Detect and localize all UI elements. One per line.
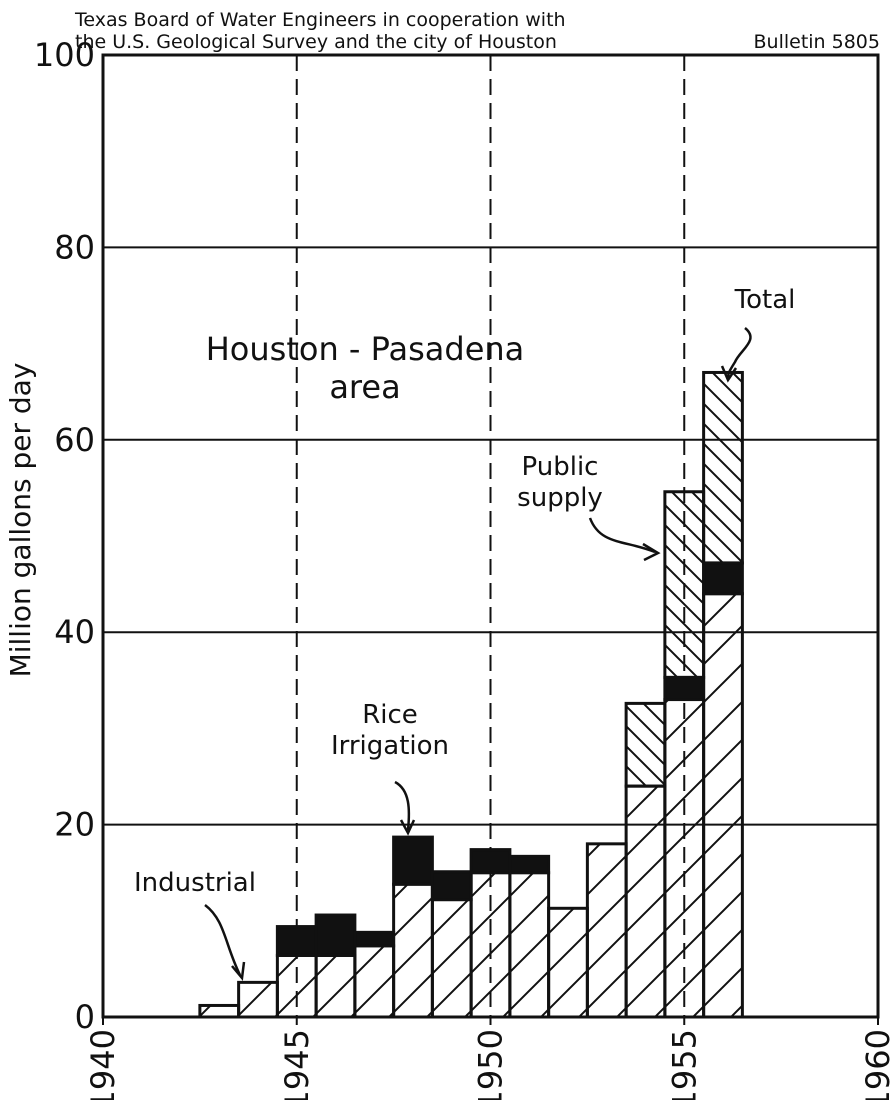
bar-segment [624,784,667,1019]
y-tick-label: 60 [54,421,95,459]
bar-segment [663,490,706,679]
bar-segment [237,980,279,1019]
bar-segment [702,370,744,565]
bar-segment [508,871,551,1019]
bar-segment [702,592,744,1019]
bar-segment [275,925,318,957]
bar-segment [353,930,396,948]
x-tick-label: 1950 [472,1029,510,1100]
bar-segment [469,848,512,875]
bar-segment [430,870,473,902]
bar-segment [314,913,357,957]
area-title: Houston - Pasadena area [205,330,525,407]
x-tick-label: 1960 [859,1029,894,1100]
y-tick-label: 20 [54,806,95,844]
bar-segment [663,675,706,702]
bar-segment [353,944,396,1019]
bulletin: Bulletin 5805 [754,31,881,53]
annotation: Industrial [134,868,256,898]
annotation: Total [734,285,796,315]
x-tick-label: 1940 [84,1029,122,1100]
bar-segment [585,842,628,1019]
plot-frame [101,53,880,1019]
annotation: Public supply [517,452,603,514]
bar-segment [508,854,551,875]
header-line: Texas Board of Water Engineers in cooper… [74,9,566,31]
y-tick-label: 100 [34,36,95,74]
arrow [588,517,656,554]
bar-segment [702,561,744,596]
y-tick-label: 0 [75,998,95,1036]
x-tick-label: 1955 [665,1029,703,1100]
bar-segment [663,698,706,1019]
bar-segment [624,701,667,788]
arrow-head [642,542,661,562]
arrow-head [231,961,246,982]
bar-segment [314,953,357,1019]
bar-segment [392,835,434,886]
bar-segment [275,953,318,1019]
annotation: Rice Irrigation [330,700,450,762]
bar-segment [469,871,512,1019]
y-tick-label: 40 [54,613,95,651]
header-line: the U.S. Geological Survey and the city … [75,31,557,53]
bar-segment [430,898,473,1019]
arrow [726,327,752,379]
bar-segment [198,1003,241,1019]
bar-segment [547,906,589,1019]
bar-segment [392,882,434,1019]
y-axis-label: Million gallons per day [4,363,37,678]
y-tick-label: 80 [54,228,95,266]
x-tick-label: 1945 [278,1029,316,1100]
arrow [204,904,242,976]
